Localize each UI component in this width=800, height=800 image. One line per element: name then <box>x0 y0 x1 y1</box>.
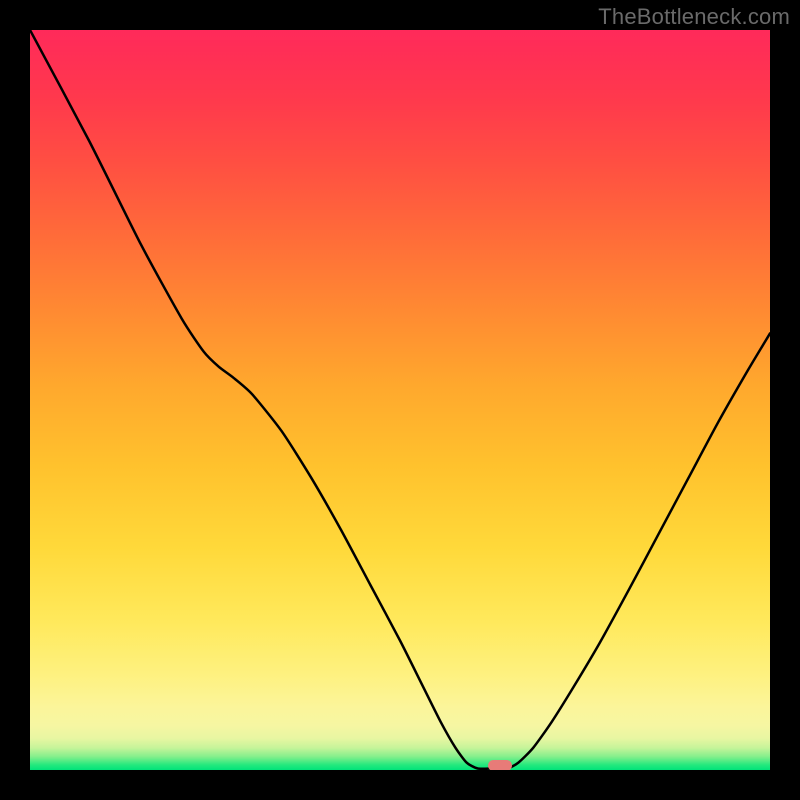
curve-svg <box>30 30 770 770</box>
plot-area <box>30 30 770 770</box>
optimal-marker <box>488 760 512 770</box>
bottleneck-curve <box>30 30 770 769</box>
watermark-text: TheBottleneck.com <box>598 4 790 30</box>
